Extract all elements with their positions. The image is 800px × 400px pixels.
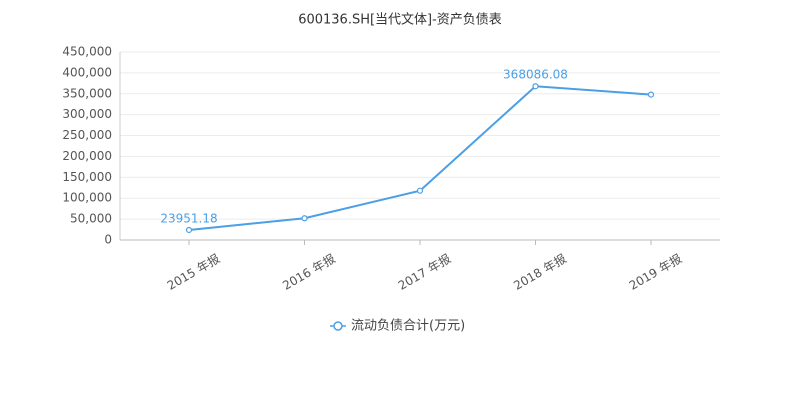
y-tick-label: 100,000	[62, 191, 112, 205]
y-tick-label: 250,000	[62, 128, 112, 142]
data-point	[532, 83, 539, 90]
data-point	[301, 215, 308, 222]
legend-marker	[333, 321, 343, 331]
data-point	[416, 187, 424, 194]
x-tick-label: 2015 年报	[164, 251, 222, 293]
y-tick-label: 400,000	[62, 65, 112, 79]
y-tick-label: 50,000	[70, 212, 112, 226]
data-point	[647, 91, 655, 98]
y-tick-label: 0	[104, 233, 112, 247]
data-label: 368086.08	[503, 68, 568, 82]
y-tick-label: 300,000	[62, 107, 112, 121]
legend-label: 流动负债合计(万元)	[351, 319, 465, 334]
y-tick-label: 200,000	[62, 149, 112, 163]
y-tick-label: 450,000	[62, 45, 112, 59]
chart-title: 600136.SH[当代文体]-资产负债表	[298, 13, 502, 28]
x-tick-label: 2018 年报	[511, 251, 569, 293]
y-tick-label: 350,000	[62, 86, 112, 100]
series-line	[188, 85, 652, 231]
data-label: 23951.18	[160, 211, 217, 225]
y-tick-label: 150,000	[62, 170, 112, 184]
x-tick-label: 2019 年报	[626, 251, 684, 293]
data-point	[185, 226, 193, 234]
x-tick-label: 2016 年报	[280, 251, 338, 293]
x-tick-label: 2017 年报	[395, 251, 453, 293]
